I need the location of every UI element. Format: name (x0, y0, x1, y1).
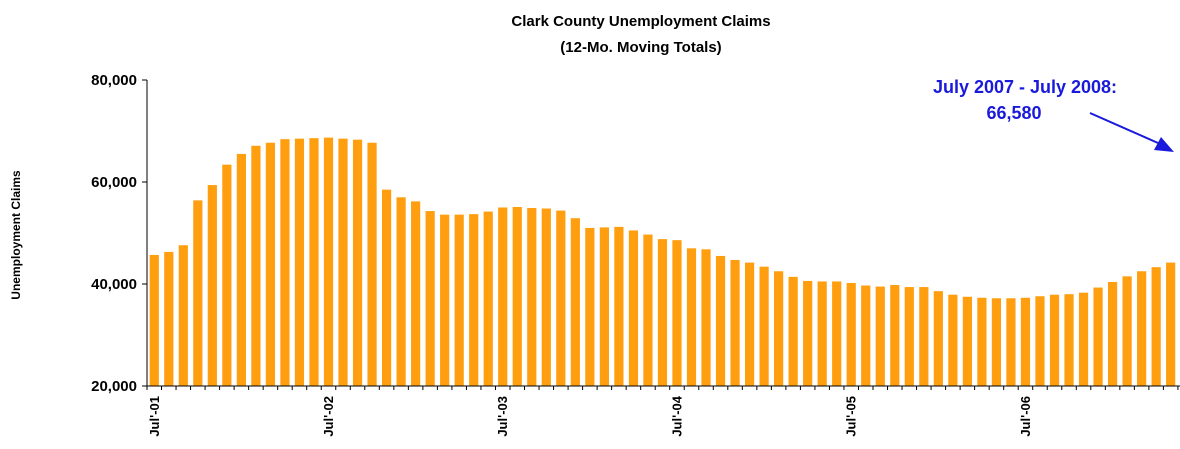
bar (904, 287, 914, 386)
y-tick-label: 40,000 (91, 276, 137, 293)
annotation-arrow-line (1089, 112, 1159, 144)
bar (832, 281, 842, 386)
bar (715, 255, 726, 386)
x-tick-label: Jul'-02 (321, 396, 336, 437)
bar (672, 240, 682, 386)
bar (164, 251, 174, 386)
bar (483, 211, 493, 386)
bar (817, 281, 827, 386)
chart-subtitle: (12-Mo. Moving Totals) (560, 39, 721, 56)
bar (977, 297, 987, 386)
x-axis-ticks: Jul'-01 Jul'-02 Jul'-03 Jul'-04 Jul'-05 Jul'-… (146, 386, 1179, 437)
bar (527, 208, 537, 386)
bar (875, 286, 885, 386)
x-tick-label: Jul'-05 (844, 396, 859, 437)
x-tick-label: Jul'-04 (670, 395, 685, 436)
bar (178, 245, 188, 386)
bar (338, 138, 348, 386)
bar (1122, 276, 1132, 386)
x-tick-label: Jul'-01 (147, 396, 162, 437)
bar (556, 210, 566, 386)
bar (498, 207, 508, 386)
bar (1049, 294, 1060, 386)
bar (744, 262, 755, 386)
bar (1078, 292, 1089, 386)
bar (962, 296, 972, 386)
bar (643, 234, 653, 386)
bar (149, 254, 159, 386)
bar (1093, 287, 1103, 386)
y-axis-ticks: 20,000 40,000 60,000 80,000 (91, 72, 147, 395)
bar (469, 214, 479, 386)
bar (294, 138, 305, 386)
y-tick-label: 20,000 (91, 378, 137, 395)
x-tick-label: Jul'-06 (1018, 396, 1033, 437)
bar (774, 271, 784, 386)
bar (265, 142, 276, 386)
bar (425, 211, 435, 386)
y-tick-label: 60,000 (91, 174, 137, 191)
bar (788, 276, 798, 386)
bar (207, 185, 217, 386)
bar (381, 189, 392, 386)
bar (1064, 294, 1074, 386)
bar (411, 201, 421, 386)
axes (146, 80, 1180, 387)
bar (236, 153, 246, 386)
bar (1035, 296, 1045, 386)
bar (512, 206, 522, 386)
bar (309, 138, 319, 386)
bar (686, 248, 697, 386)
annotation-line-1: July 2007 - July 2008: (933, 77, 1117, 97)
bar (222, 164, 232, 386)
y-tick-label: 80,000 (91, 72, 137, 89)
bar (614, 226, 624, 386)
bar (933, 291, 943, 386)
bar (1107, 281, 1118, 386)
bar (193, 200, 203, 386)
bar (352, 139, 363, 386)
y-axis-label: Unemployment Claims (9, 170, 23, 300)
bar (570, 218, 580, 386)
bar (1020, 297, 1031, 386)
bar (730, 260, 740, 386)
bar (585, 227, 595, 386)
bar (280, 139, 290, 386)
annotation-line-2: 66,580 (986, 103, 1041, 123)
bar (628, 230, 639, 386)
bar (701, 249, 711, 386)
x-tick-label: Jul'-03 (495, 396, 510, 437)
annotation-arrowhead (1154, 137, 1174, 152)
bar (919, 287, 929, 386)
bar-series (149, 137, 1176, 386)
annotation: July 2007 - July 2008: 66,580 (933, 77, 1174, 152)
bar (323, 137, 334, 386)
bar (657, 239, 668, 386)
bar (948, 294, 958, 386)
bar (1006, 298, 1016, 386)
bar (803, 280, 813, 386)
bar (396, 197, 406, 386)
bar (846, 282, 856, 386)
bar (861, 285, 871, 386)
bar (541, 208, 551, 386)
bar (1166, 262, 1176, 386)
chart-title: Clark County Unemployment Claims (511, 13, 770, 30)
bar (991, 298, 1002, 386)
bar (454, 214, 464, 386)
bar (890, 285, 900, 386)
bar (599, 227, 609, 386)
bar (251, 145, 261, 386)
bar (440, 214, 450, 386)
bar (759, 266, 769, 386)
bar (367, 142, 377, 386)
bar (1151, 267, 1161, 386)
bar (1137, 271, 1147, 386)
